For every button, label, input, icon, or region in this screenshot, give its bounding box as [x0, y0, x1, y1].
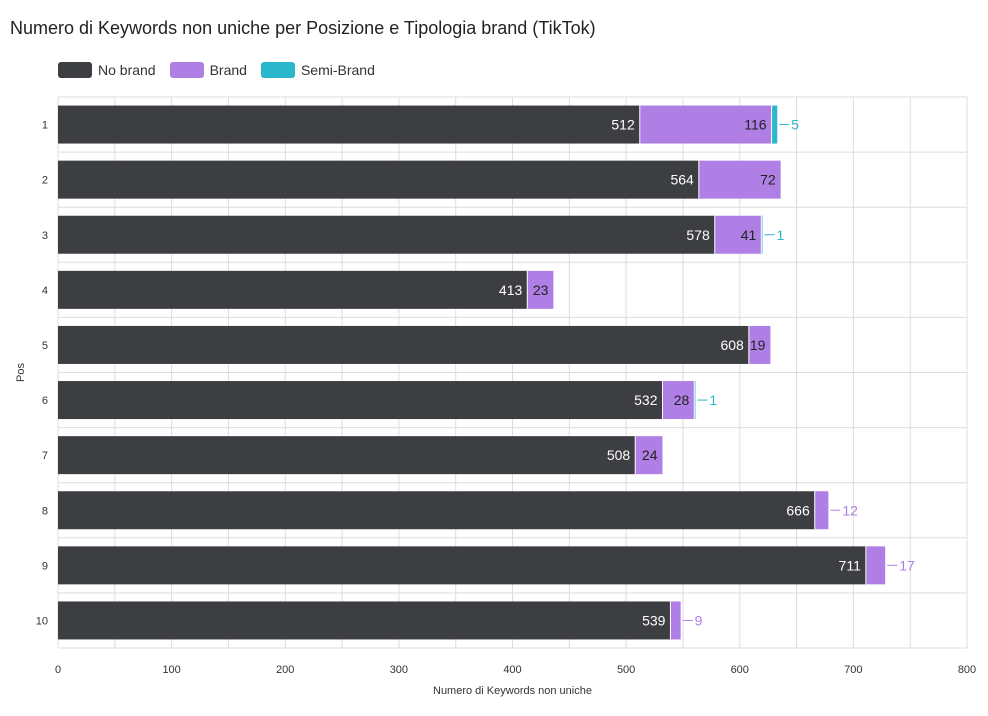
data-label: 23 [533, 282, 549, 298]
chart-title: Numero di Keywords non uniche per Posizi… [10, 18, 596, 38]
x-tick-label: 600 [731, 664, 749, 676]
legend: No brand Brand Semi-Brand [58, 62, 389, 78]
data-label: 72 [760, 172, 776, 188]
bar-semi-brand [771, 105, 778, 144]
bar-brand [527, 270, 554, 309]
data-label: 532 [634, 392, 658, 408]
legend-item-no-brand[interactable]: No brand [58, 62, 156, 78]
legend-item-semi-brand[interactable]: Semi-Brand [260, 62, 375, 78]
data-label: 116 [744, 117, 767, 133]
legend-swatch-semi-brand [260, 62, 295, 78]
bar-brand [662, 381, 695, 420]
y-axis-title: Pos [15, 363, 27, 382]
bar-no-brand [58, 270, 528, 309]
bar-no-brand [58, 325, 749, 364]
bar-brand [814, 491, 829, 530]
bar-no-brand [58, 601, 671, 640]
legend-item-brand[interactable]: Brand [169, 62, 247, 78]
x-tick-label: 700 [844, 664, 862, 676]
legend-label-brand: Brand [209, 62, 247, 78]
data-label: 28 [674, 392, 690, 408]
x-tick-label: 300 [390, 664, 408, 676]
y-tick-label: 2 [42, 175, 48, 187]
bar-brand [670, 601, 681, 640]
bar-no-brand [58, 381, 663, 420]
x-tick-label: 500 [617, 664, 635, 676]
data-label: 564 [670, 172, 694, 188]
legend-label-no-brand: No brand [98, 62, 156, 78]
data-label: 711 [839, 557, 862, 573]
bar-no-brand [58, 491, 815, 530]
bar-semi-brand [694, 381, 696, 420]
data-label: 608 [720, 337, 744, 353]
y-tick-label: 6 [42, 395, 48, 407]
data-label: 1 [776, 227, 784, 243]
bar-no-brand [58, 105, 640, 144]
data-label: 12 [842, 502, 858, 518]
bar-no-brand [58, 436, 636, 475]
x-tick-label: 200 [276, 664, 294, 676]
data-label: 1 [709, 392, 717, 408]
data-label: 578 [686, 227, 710, 243]
bar-brand [748, 325, 771, 364]
data-label: 512 [611, 117, 635, 133]
data-label: 41 [741, 227, 757, 243]
bar-brand [639, 105, 772, 144]
bar-no-brand [58, 546, 866, 585]
bar-brand [635, 436, 663, 475]
data-label: 666 [786, 502, 810, 518]
bar-no-brand [58, 160, 699, 199]
bar-no-brand [58, 215, 715, 254]
y-tick-label: 8 [42, 505, 48, 517]
legend-swatch-brand [169, 62, 204, 78]
data-label: 413 [499, 282, 523, 298]
y-tick-label: 3 [42, 230, 48, 242]
data-label: 17 [899, 557, 915, 573]
data-label: 24 [642, 447, 658, 463]
data-label: 539 [642, 612, 666, 628]
bar-semi-brand [761, 215, 763, 254]
data-label: 9 [695, 612, 703, 628]
data-label: 19 [750, 337, 766, 353]
legend-swatch-no-brand [58, 62, 92, 78]
y-tick-label: 4 [42, 285, 48, 297]
legend-label-semi-brand: Semi-Brand [300, 62, 375, 78]
y-tick-label: 5 [42, 340, 48, 352]
x-tick-label: 400 [503, 664, 521, 676]
data-label: 5 [791, 117, 799, 133]
x-tick-label: 0 [55, 664, 61, 676]
y-tick-label: 1 [42, 120, 48, 132]
bar-brand [865, 546, 886, 585]
bar-brand [698, 160, 781, 199]
x-axis-title: Numero di Keywords non uniche [433, 685, 592, 697]
bar-brand [714, 215, 762, 254]
x-tick-label: 800 [958, 664, 976, 676]
data-label: 508 [607, 447, 631, 463]
y-tick-label: 10 [36, 615, 48, 627]
x-tick-label: 100 [162, 664, 180, 676]
y-tick-label: 7 [42, 450, 48, 462]
y-tick-label: 9 [42, 560, 48, 572]
